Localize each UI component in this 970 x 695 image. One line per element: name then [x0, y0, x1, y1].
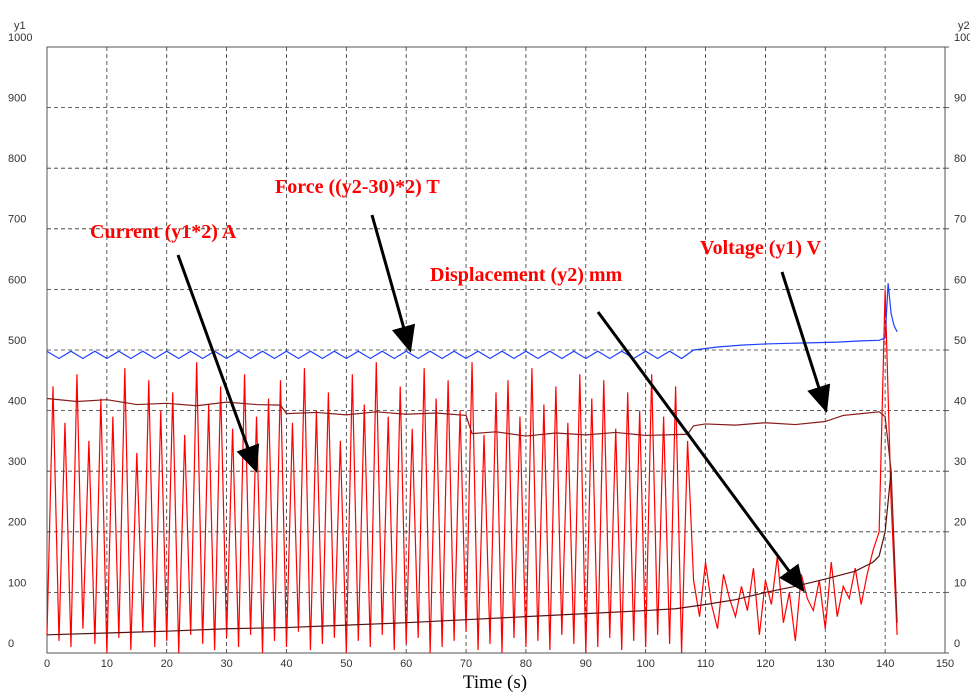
x-tick-label: 80	[520, 658, 532, 670]
x-tick-label: 120	[756, 658, 774, 670]
y-tick-label: 0	[8, 638, 14, 650]
y-axis-label: y1	[14, 20, 26, 32]
series	[46, 283, 898, 654]
series-line	[46, 289, 898, 654]
y-tick-label: 800	[8, 153, 26, 165]
y-tick-label: 100	[8, 577, 26, 589]
series-line	[46, 471, 892, 636]
grid	[47, 47, 945, 653]
y2-tick-label: 50	[954, 335, 966, 347]
y2-tick-label: 0	[954, 638, 960, 650]
y2-tick-label: 10	[954, 577, 966, 589]
y2-tick-label: 70	[954, 214, 966, 226]
x-tick-label: 90	[580, 658, 592, 670]
y-tick-label: 200	[8, 517, 26, 529]
annotation: Force ((y2-30)*2) T	[275, 176, 440, 198]
annotations: Current (y1*2) A Force ((y2-30)*2) T Dis…	[90, 176, 831, 593]
x-tick-label: 110	[697, 658, 715, 670]
y2-tick-label: 100	[954, 32, 970, 44]
y2-tick-label: 20	[954, 517, 966, 529]
y2-axis-label: y2	[958, 20, 970, 32]
x-tick-label: 70	[460, 658, 472, 670]
x-axis-label: Time (s)	[463, 672, 527, 693]
annotation: Voltage (y1) V	[700, 237, 822, 259]
x-tick-label: 10	[101, 658, 113, 670]
arrow	[596, 311, 805, 593]
y2-tick-label: 80	[954, 153, 966, 165]
x-tick-label: 140	[876, 658, 894, 670]
annotation: Current (y1*2) A	[90, 221, 237, 243]
series-line	[46, 397, 898, 623]
x-tick-label: 40	[280, 658, 292, 670]
y-tick-label: 400	[8, 396, 26, 408]
y-tick-label: 700	[8, 214, 26, 226]
x-tick-label: 20	[161, 658, 173, 670]
y2-tick-label: 60	[954, 274, 966, 286]
x-tick-label: 130	[816, 658, 834, 670]
y-tick-label: 300	[8, 456, 26, 468]
y-tick-label: 900	[8, 93, 26, 105]
x-tick-label: 50	[340, 658, 352, 670]
x-tick-label: 60	[400, 658, 412, 670]
arrow	[370, 214, 416, 353]
y2-tick-label: 40	[954, 396, 966, 408]
ticks: 0 10 20 30 40 50 60 70 80 90 100 110 120 130 140 150010…	[8, 32, 970, 670]
x-tick-label: 0	[44, 658, 50, 670]
x-tick-label: 100	[636, 658, 654, 670]
series-line	[46, 283, 898, 360]
arrow	[780, 271, 831, 413]
y2-tick-label: 90	[954, 93, 966, 105]
annotation: Displacement (y2) mm	[430, 264, 623, 286]
x-tick-label: 30	[220, 658, 232, 670]
x-tick-label: 150	[936, 658, 954, 670]
y2-tick-label: 30	[954, 456, 966, 468]
y-tick-label: 600	[8, 274, 26, 286]
arrow	[176, 254, 260, 473]
y-tick-label: 1000	[8, 32, 32, 44]
y-tick-label: 500	[8, 335, 26, 347]
